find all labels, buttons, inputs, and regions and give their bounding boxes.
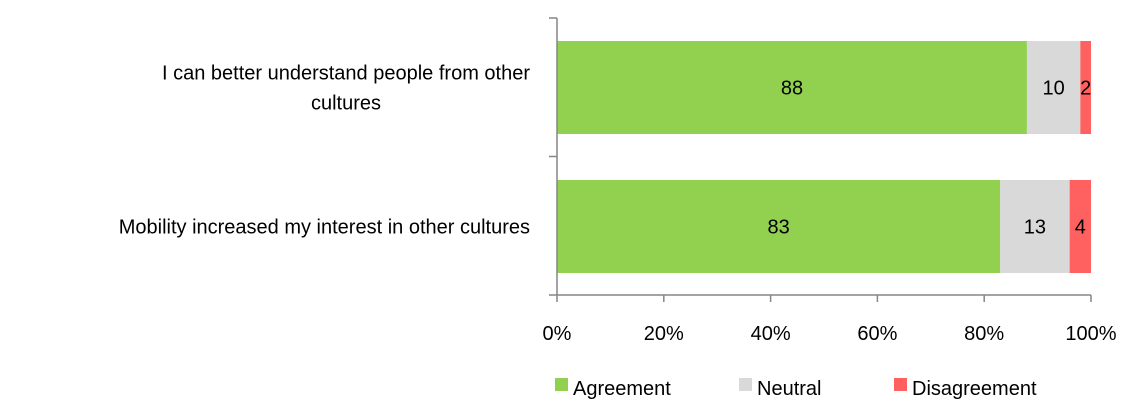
x-tick-label-0: 0% <box>543 323 572 345</box>
bar-agreement-0 <box>557 41 1027 134</box>
axis-layer: 0% 20% 40% 60% 80% 100% <box>543 17 1117 345</box>
data-label-agreement-1: 83 <box>767 217 789 239</box>
bars-layer <box>557 41 1091 273</box>
bar-neutral-1 <box>1000 180 1070 273</box>
x-tick-label-3: 60% <box>857 323 897 345</box>
legend: Agreement Neutral Disagreement <box>555 378 1037 400</box>
data-label-neutral-0: 10 <box>1042 78 1064 100</box>
bar-disagreement-0 <box>1080 41 1091 134</box>
legend-label-neutral: Neutral <box>757 378 821 400</box>
x-tick-label-2: 40% <box>751 323 791 345</box>
bar-neutral-0 <box>1026 41 1081 134</box>
x-tick-label-4: 80% <box>964 323 1004 345</box>
labels-layer: 88 10 2 I can better understand people from… <box>119 63 1092 239</box>
legend-swatch-disagreement <box>894 378 907 391</box>
x-tick-label-5: 100% <box>1065 323 1116 345</box>
category-label-1: Mobility increased my interest in other … <box>119 217 530 239</box>
bar-disagreement-1 <box>1069 180 1091 273</box>
data-label-agreement-0: 88 <box>781 78 803 100</box>
data-label-disagreement-1: 4 <box>1075 217 1086 239</box>
legend-swatch-agreement <box>555 378 568 391</box>
bar-agreement-1 <box>557 180 1001 273</box>
data-label-disagreement-0: 2 <box>1080 78 1091 100</box>
data-label-neutral-1: 13 <box>1024 217 1046 239</box>
legend-label-disagreement: Disagreement <box>912 378 1037 400</box>
legend-label-agreement: Agreement <box>573 378 671 400</box>
category-label-0: I can better understand people from othe… <box>162 63 530 115</box>
x-tick-label-1: 20% <box>644 323 684 345</box>
legend-swatch-neutral <box>739 378 752 391</box>
